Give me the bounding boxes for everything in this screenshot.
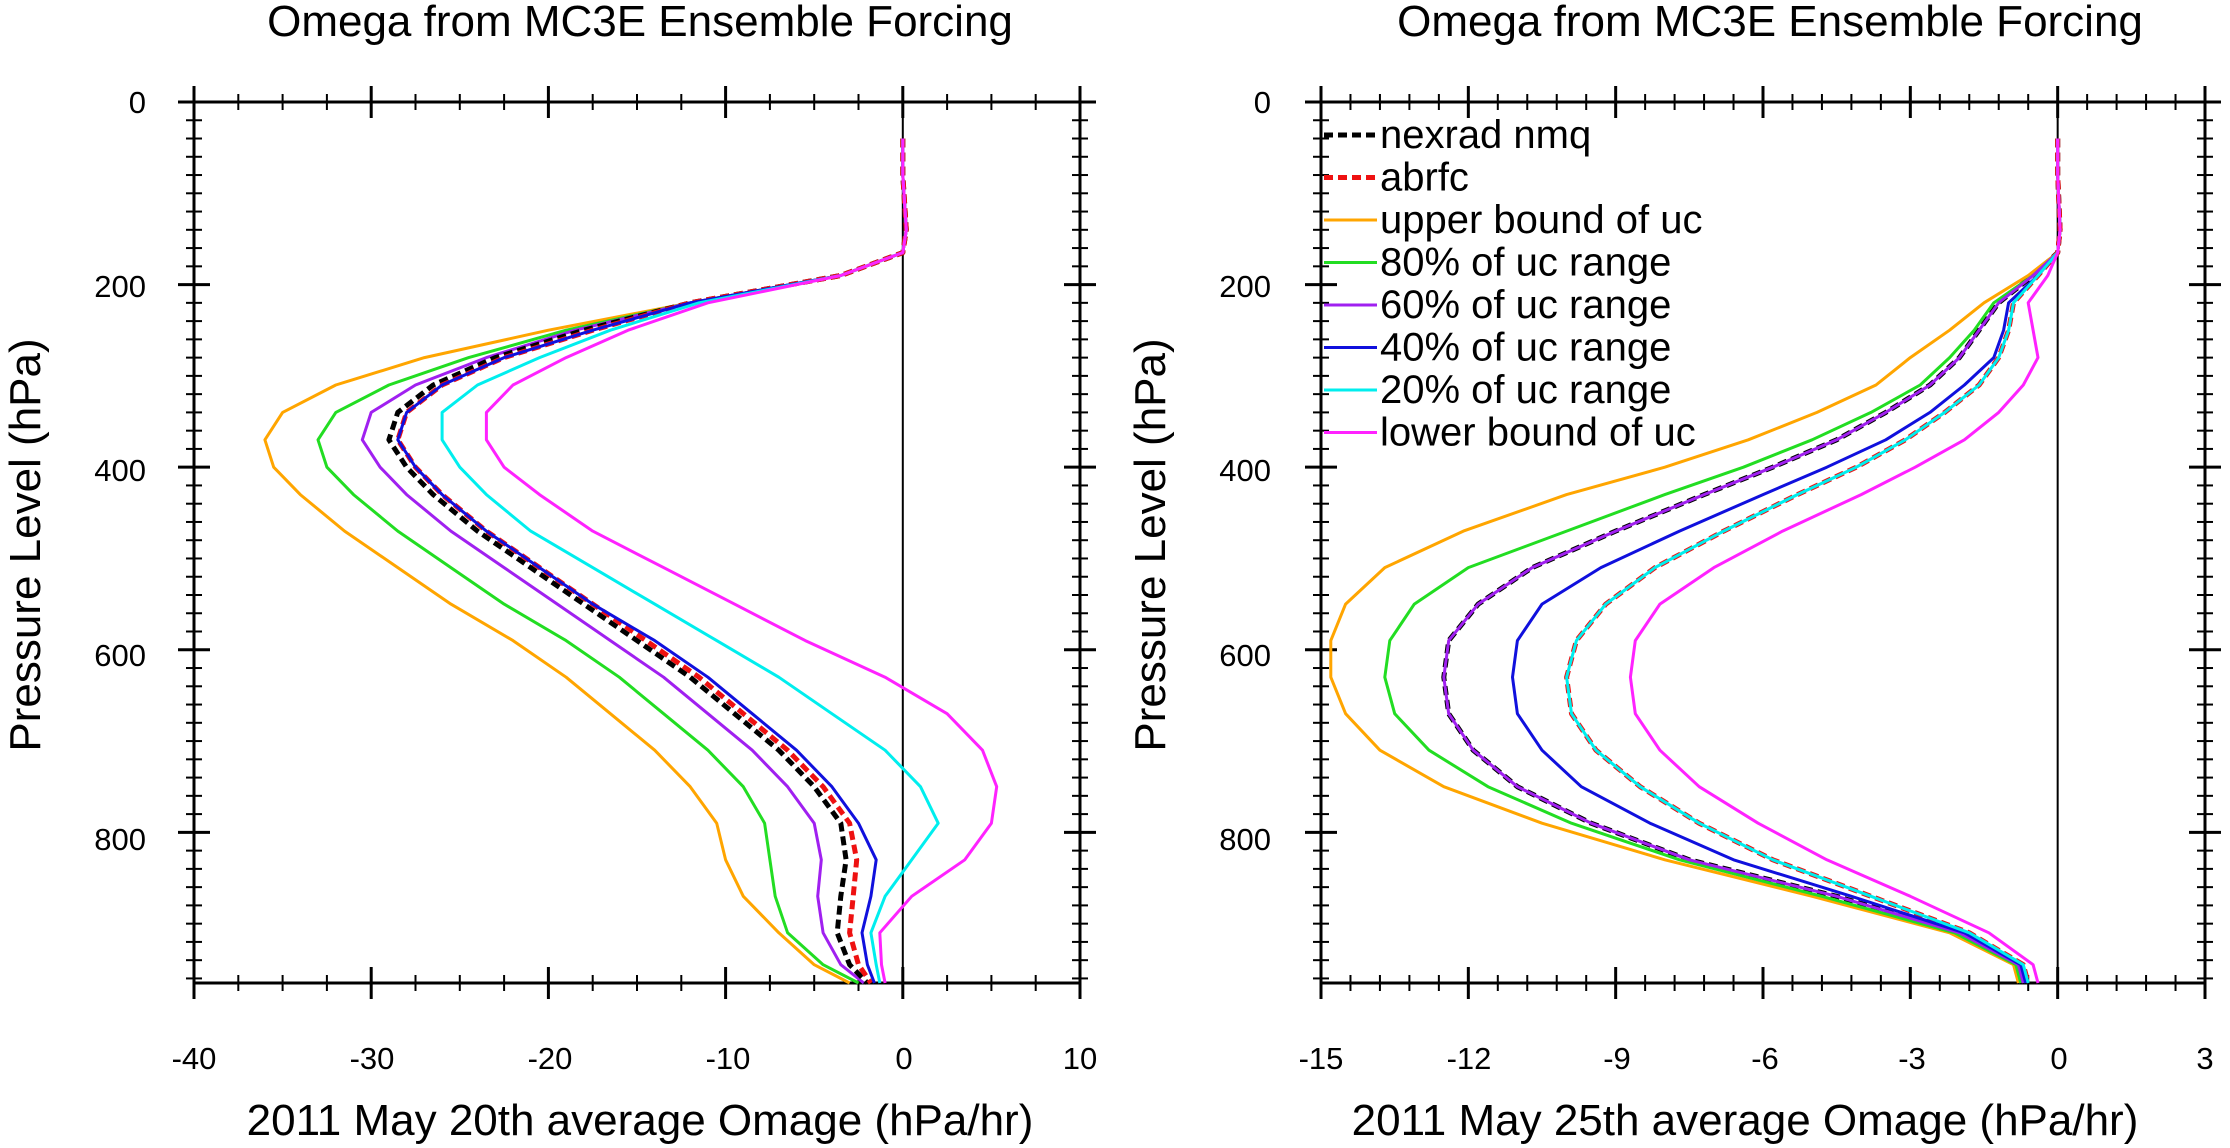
legend-item: upper bound of uc: [1324, 198, 1702, 242]
legend-item: nexrad nmq: [1324, 113, 1591, 157]
legend-item: lower bound of uc: [1324, 411, 1696, 455]
y-tick-label: 0: [1254, 85, 1271, 120]
y-axis-label: Pressure Level (hPa): [1126, 338, 1175, 751]
x-tick-label: -12: [1447, 1041, 1492, 1076]
legend-label: 60% of uc range: [1380, 283, 1671, 327]
x-tick-label: 3: [2196, 1041, 2213, 1076]
y-axis-label: Pressure Level (hPa): [1, 338, 50, 751]
y-tick-label: 800: [1219, 822, 1271, 857]
y-tick-label: 400: [94, 453, 146, 488]
legend-item: 80% of uc range: [1324, 241, 1671, 285]
x-tick-label: -15: [1299, 1041, 1344, 1076]
x-tick-labels: -40 -30 -20 -10 0 10: [172, 1041, 1098, 1076]
x-tick-labels: -15 -12 -9 -6 -3 0 3: [1299, 1041, 2214, 1076]
axis-ticks: [1305, 86, 2221, 999]
legend-label: nexrad nmq: [1380, 113, 1591, 157]
y-tick-label: 800: [94, 822, 146, 857]
legend-label: 80% of uc range: [1380, 241, 1671, 285]
x-tick-label: -40: [172, 1041, 217, 1076]
x-axis-label: 2011 May 20th average Omage (hPa/hr): [247, 1096, 1034, 1145]
series-line: [1329, 138, 2062, 984]
y-tick-label: 600: [1219, 638, 1271, 673]
legend-item: abrfc: [1324, 156, 1469, 200]
legend-item: 60% of uc range: [1324, 283, 1671, 327]
series-line: [484, 138, 999, 984]
x-tick-label: 0: [895, 1041, 912, 1076]
plot-area: [178, 86, 1096, 999]
x-tick-label: -9: [1603, 1041, 1631, 1076]
legend-label: upper bound of uc: [1380, 198, 1702, 242]
x-tick-label: -6: [1751, 1041, 1779, 1076]
x-tick-label: 0: [2050, 1041, 2067, 1076]
series-line: [1565, 138, 2062, 984]
chart-title: Omega from MC3E Ensemble Forcing: [1397, 0, 2143, 46]
legend-label: 40% of uc range: [1380, 326, 1671, 370]
legend-label: abrfc: [1380, 156, 1469, 200]
y-tick-label: 400: [1219, 453, 1271, 488]
series-line: [1628, 138, 2062, 984]
y-tick-label: 200: [1219, 269, 1271, 304]
chart-panel-may25: Omega from MC3E Ensemble Forcing Pressur…: [1126, 0, 2221, 1145]
x-tick-label: -20: [528, 1041, 573, 1076]
axis-ticks: [178, 86, 1096, 999]
plot-area: [1305, 86, 2221, 999]
y-tick-labels: 0 200 400 600 800: [1219, 85, 1271, 857]
y-tick-labels: 0 200 400 600 800: [94, 85, 146, 857]
x-tick-label: 10: [1063, 1041, 1097, 1076]
x-axis-label: 2011 May 25th average Omage (hPa/hr): [1352, 1096, 2139, 1145]
chart-title: Omega from MC3E Ensemble Forcing: [267, 0, 1013, 46]
x-tick-label: -3: [1898, 1041, 1926, 1076]
legend-item: 20% of uc range: [1324, 368, 1671, 412]
y-tick-label: 200: [94, 269, 146, 304]
x-tick-label: -30: [350, 1041, 395, 1076]
legend-item: 40% of uc range: [1324, 326, 1671, 370]
x-tick-label: -10: [706, 1041, 751, 1076]
y-tick-label: 0: [129, 85, 146, 120]
y-tick-label: 600: [94, 638, 146, 673]
chart-panel-may20: Omega from MC3E Ensemble Forcing Pressur…: [1, 0, 1097, 1145]
legend-label: 20% of uc range: [1380, 368, 1671, 412]
series-line: [1442, 138, 2062, 984]
legend-label: lower bound of uc: [1380, 411, 1696, 455]
